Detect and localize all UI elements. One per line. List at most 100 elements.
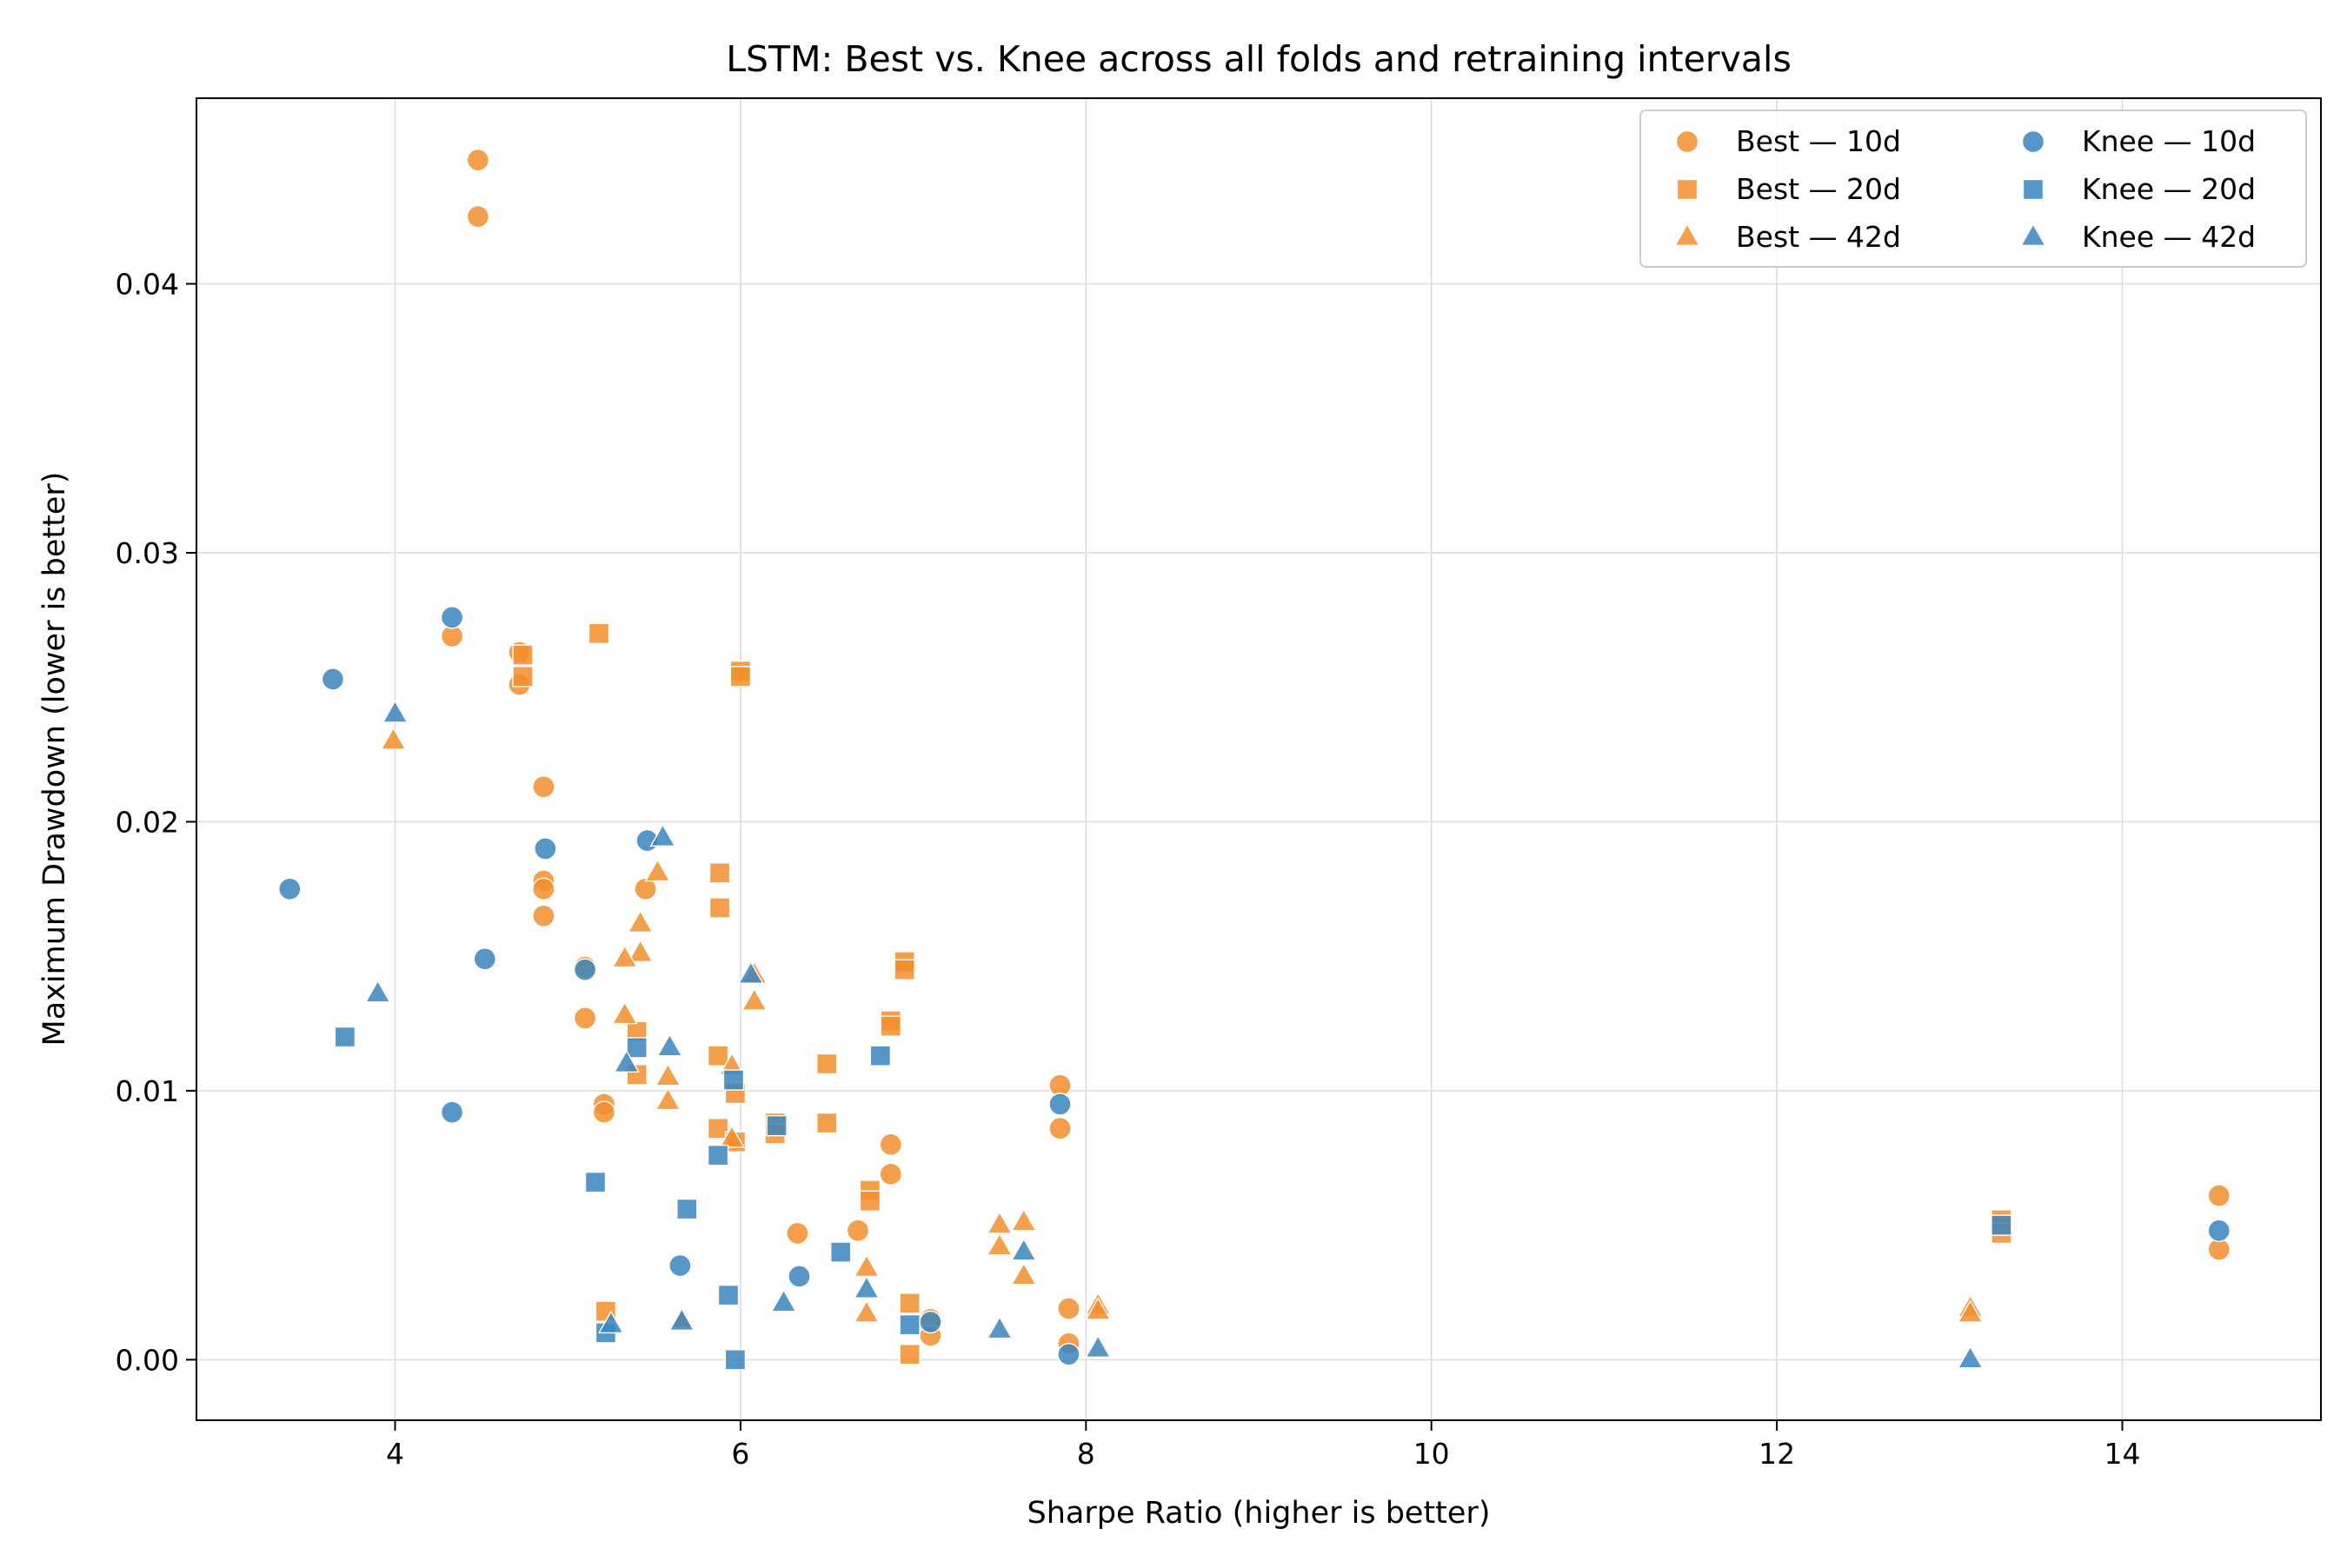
axis-ticks: 4 6 8 10 12 14 0.00 0.01 0.02 0.03 0.04: [116, 268, 2141, 1471]
data-point-square: [708, 897, 731, 919]
grid-lines: [196, 98, 2321, 1420]
data-point-triangle: [741, 987, 768, 1011]
data-point-square: [816, 1053, 838, 1075]
data-point-triangle: [770, 1288, 797, 1312]
legend-marker-triangle: [1673, 223, 1701, 246]
legend-label: Knee — 10d: [2082, 124, 2256, 158]
legend-label: Knee — 42d: [2082, 220, 2256, 254]
data-point-circle: [1048, 1093, 1072, 1116]
data-point-triangle: [1085, 1334, 1112, 1358]
legend-label: Knee — 20d: [2082, 172, 2256, 206]
legend-marker-circle: [2021, 130, 2045, 154]
data-point-circle: [634, 877, 657, 901]
data-point-circle: [919, 1310, 942, 1334]
x-tick-label: 14: [2104, 1437, 2140, 1471]
data-point-circle: [1057, 1342, 1080, 1366]
data-point-square: [707, 1144, 729, 1166]
data-point-circle: [532, 904, 555, 927]
x-axis-label: Sharpe Ratio (higher is better): [1027, 1496, 1491, 1531]
data-point-circle: [534, 837, 557, 860]
legend-marker-square: [2022, 178, 2044, 201]
data-point-triangle: [986, 1232, 1013, 1256]
data-point-triangle: [1010, 1262, 1037, 1286]
legend-label: Best — 20d: [1736, 172, 1901, 206]
data-point-square: [899, 1313, 921, 1336]
legend-marker-circle: [1675, 130, 1699, 154]
series-5: [364, 700, 1984, 1369]
data-point-square: [707, 1118, 729, 1139]
data-point-circle: [573, 958, 597, 981]
data-point-circle: [668, 1253, 692, 1278]
data-point-triangle: [613, 1049, 640, 1073]
data-point-triangle: [718, 1125, 745, 1148]
x-tick-label: 6: [731, 1437, 749, 1471]
data-point-square: [334, 1026, 356, 1048]
data-point-circle: [788, 1265, 811, 1288]
data-point-triangle: [1957, 1345, 1984, 1369]
data-point-square: [899, 1292, 921, 1314]
series-1: [512, 622, 2012, 1365]
data-point-triangle: [656, 1033, 683, 1057]
data-point-circle: [278, 877, 302, 901]
data-point-square: [899, 1343, 921, 1365]
data-point-circle: [879, 1162, 902, 1186]
data-point-circle: [440, 606, 464, 629]
legend-item: Best — 10d: [1675, 124, 1901, 158]
data-point-triangle: [1010, 1208, 1037, 1232]
data-point-square: [766, 1114, 788, 1137]
data-point-triangle: [597, 1310, 624, 1334]
legend-label: Best — 42d: [1736, 220, 1901, 254]
data-point-square: [724, 1349, 747, 1371]
data-point-square: [707, 1045, 729, 1066]
data-point-circle: [2207, 1184, 2231, 1207]
legend-marker-square: [1676, 178, 1699, 201]
data-point-circle: [2207, 1219, 2231, 1243]
x-tick-label: 4: [386, 1437, 404, 1471]
series-3: [278, 606, 2231, 1366]
legend-marker-triangle: [2019, 223, 2047, 246]
y-tick-label: 0.01: [116, 1074, 179, 1108]
data-point-square: [588, 622, 610, 645]
data-point-triangle: [668, 1307, 695, 1332]
data-point-triangle: [611, 944, 638, 968]
y-tick-label: 0.03: [116, 536, 179, 570]
data-points: [278, 148, 2231, 1371]
data-point-square: [829, 1241, 852, 1263]
data-point-square: [512, 666, 534, 688]
data-point-triangle: [655, 1086, 681, 1111]
data-point-square: [880, 1015, 901, 1037]
legend-item: Best — 42d: [1673, 220, 1901, 254]
data-point-circle: [321, 668, 345, 691]
data-point-circle: [592, 1100, 616, 1124]
legend-box: [1639, 110, 2307, 268]
data-point-circle: [473, 947, 497, 971]
data-point-circle: [466, 204, 490, 229]
data-point-square: [869, 1045, 892, 1066]
data-point-triangle: [853, 1299, 880, 1323]
data-point-triangle: [611, 1000, 638, 1025]
data-point-triangle: [364, 980, 391, 1003]
data-point-square: [626, 1037, 648, 1059]
data-point-circle: [532, 775, 555, 799]
y-tick-label: 0.02: [116, 805, 179, 839]
data-point-triangle: [627, 939, 654, 963]
legend-item: Best — 20d: [1676, 172, 1901, 206]
data-point-square: [894, 959, 915, 980]
x-tick-label: 12: [1759, 1437, 1795, 1471]
data-point-circle: [1048, 1117, 1072, 1140]
data-point-circle: [573, 1007, 597, 1030]
data-point-circle: [532, 877, 555, 901]
data-point-triangle: [644, 858, 671, 882]
data-point-triangle: [649, 823, 676, 847]
y-tick-label: 0.00: [116, 1343, 179, 1377]
data-point-triangle: [1085, 1297, 1112, 1320]
data-point-square: [584, 1171, 607, 1193]
data-point-square: [512, 644, 534, 666]
legend-item: Knee — 10d: [2021, 124, 2256, 158]
y-axis-label: Maximum Drawdown (lower is better): [37, 472, 72, 1046]
data-point-circle: [1057, 1297, 1080, 1320]
data-point-circle: [440, 1100, 464, 1124]
x-tick-label: 8: [1077, 1437, 1095, 1471]
data-point-triangle: [627, 909, 654, 933]
